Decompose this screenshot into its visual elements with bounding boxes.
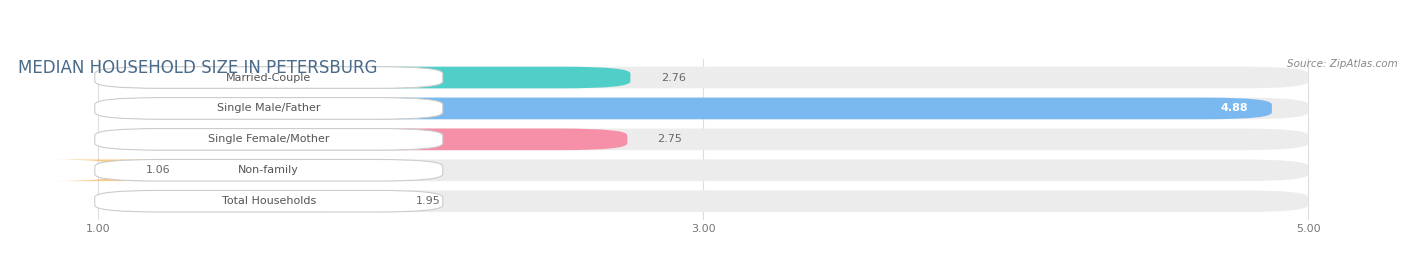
FancyBboxPatch shape — [94, 67, 443, 88]
FancyBboxPatch shape — [98, 190, 385, 212]
Text: 1.95: 1.95 — [416, 196, 440, 206]
Text: Non-family: Non-family — [239, 165, 299, 175]
FancyBboxPatch shape — [94, 129, 443, 150]
Text: Total Households: Total Households — [222, 196, 316, 206]
FancyBboxPatch shape — [98, 67, 630, 88]
FancyBboxPatch shape — [94, 159, 443, 181]
FancyBboxPatch shape — [98, 98, 1308, 119]
Text: 2.75: 2.75 — [658, 134, 682, 144]
Text: Single Female/Mother: Single Female/Mother — [208, 134, 329, 144]
FancyBboxPatch shape — [98, 190, 1308, 212]
FancyBboxPatch shape — [98, 67, 1308, 88]
FancyBboxPatch shape — [49, 159, 165, 181]
FancyBboxPatch shape — [94, 98, 443, 119]
FancyBboxPatch shape — [98, 129, 627, 150]
Text: MEDIAN HOUSEHOLD SIZE IN PETERSBURG: MEDIAN HOUSEHOLD SIZE IN PETERSBURG — [18, 59, 378, 77]
FancyBboxPatch shape — [98, 129, 1308, 150]
Text: Single Male/Father: Single Male/Father — [217, 103, 321, 113]
FancyBboxPatch shape — [98, 159, 1308, 181]
Text: 4.88: 4.88 — [1220, 103, 1247, 113]
Text: 1.06: 1.06 — [146, 165, 172, 175]
Text: 2.76: 2.76 — [661, 73, 686, 83]
FancyBboxPatch shape — [94, 190, 443, 212]
FancyBboxPatch shape — [98, 98, 1272, 119]
Text: Source: ZipAtlas.com: Source: ZipAtlas.com — [1286, 59, 1398, 69]
Text: Married-Couple: Married-Couple — [226, 73, 311, 83]
